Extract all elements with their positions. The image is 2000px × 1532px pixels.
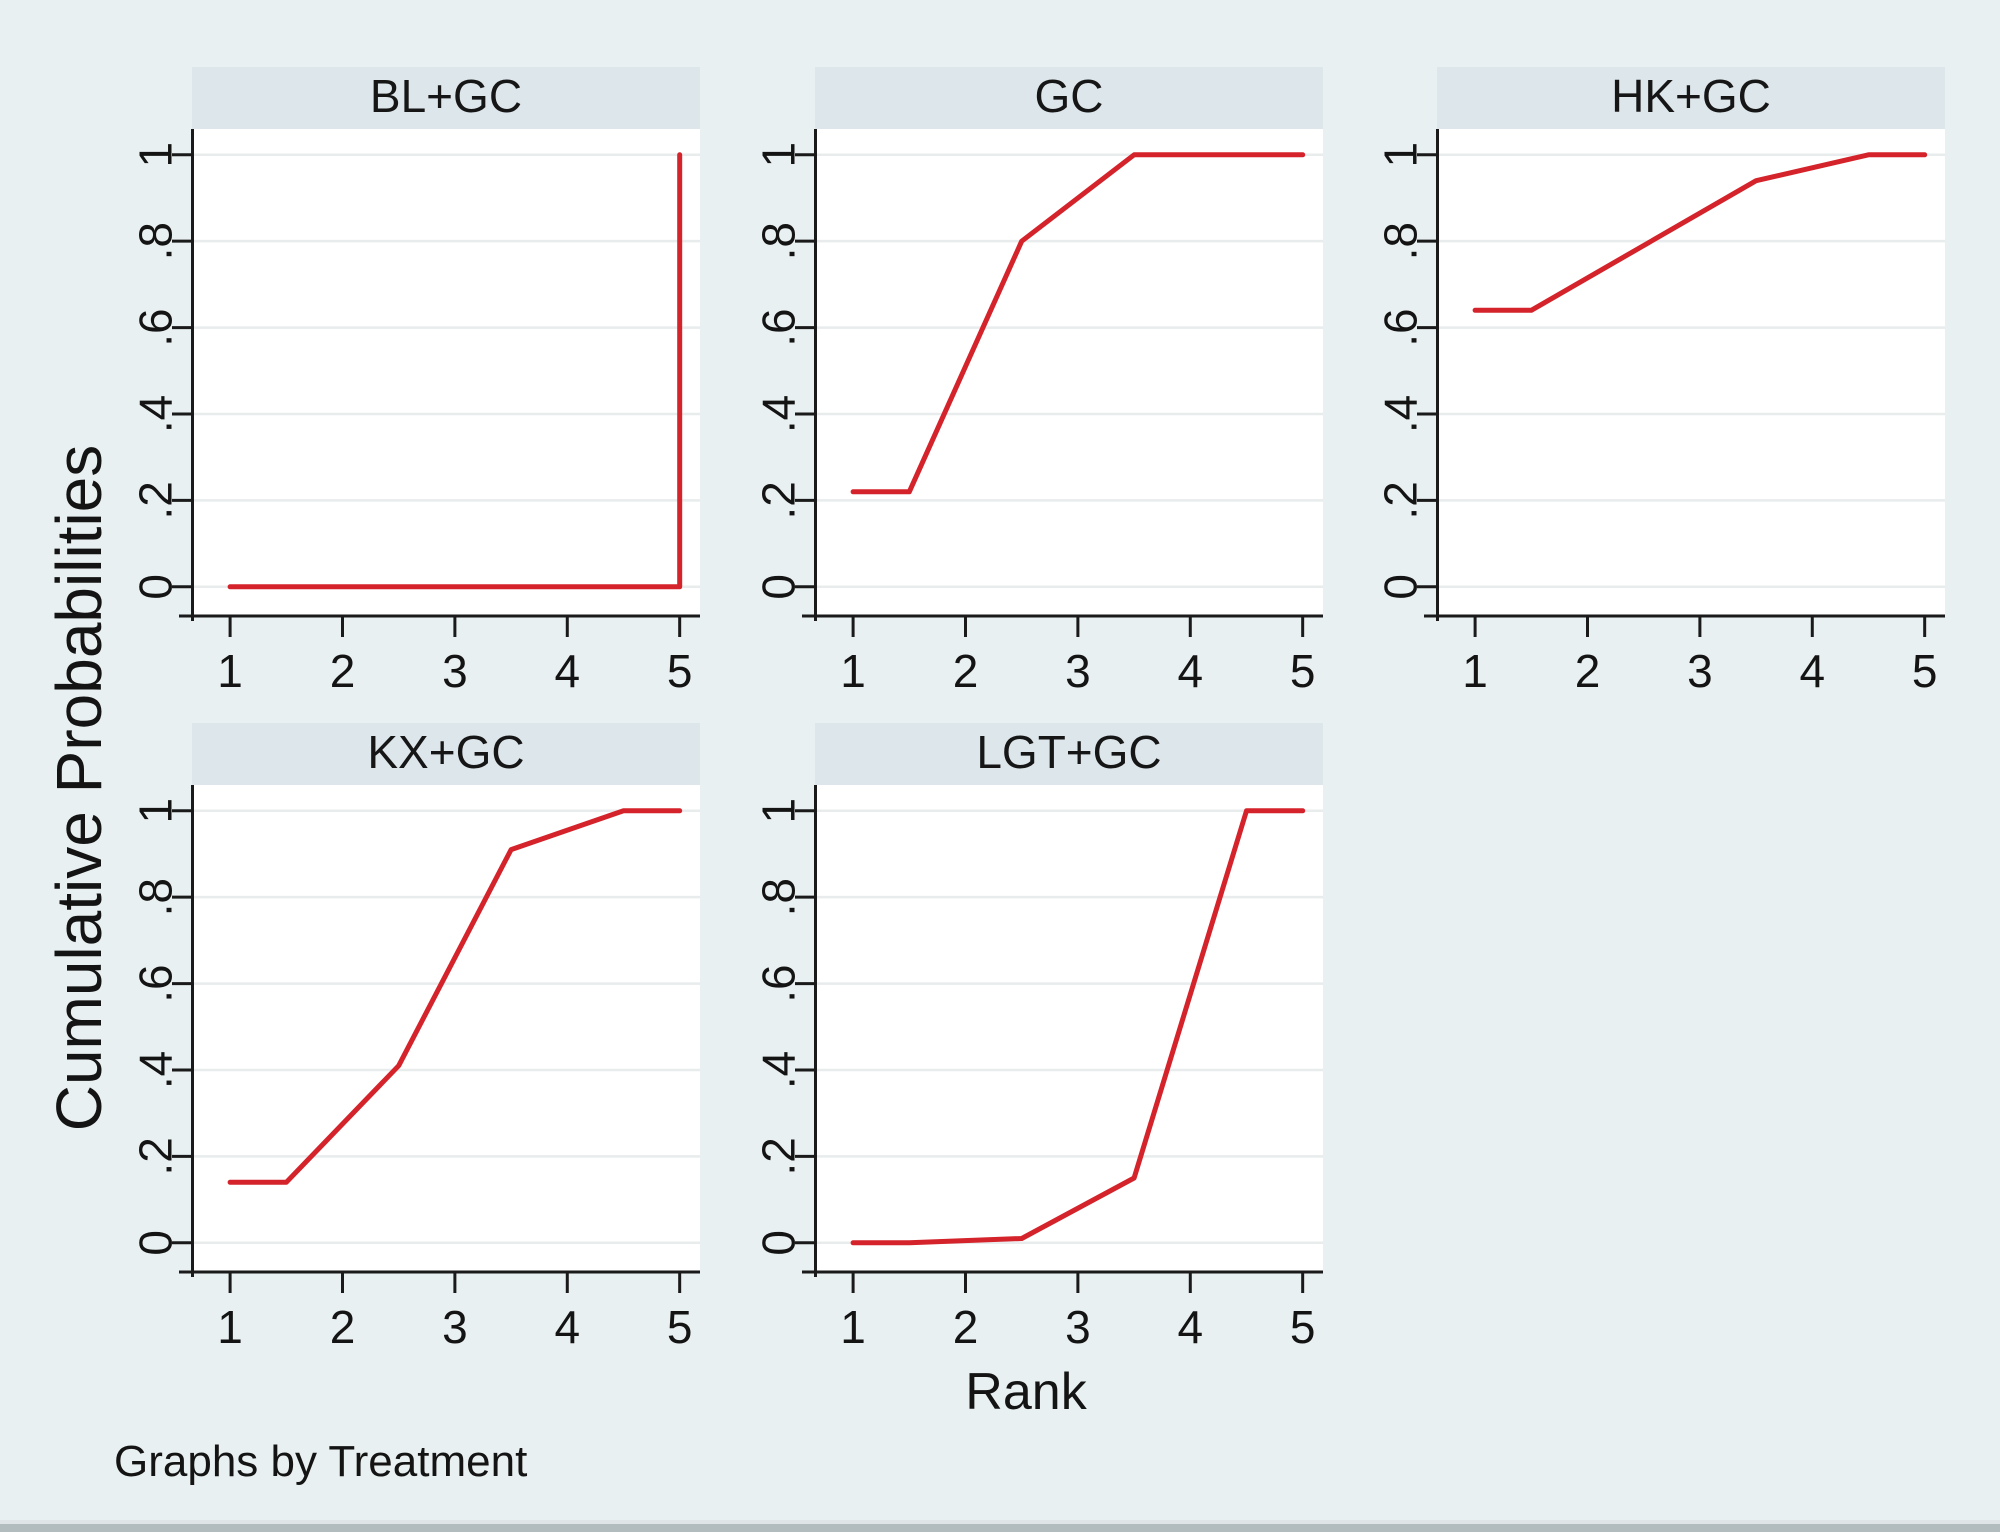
x-tick-label: 5 [667, 645, 693, 697]
x-tick-label: 1 [840, 645, 866, 697]
cumulative-probability-line [227, 808, 683, 1185]
x-tick-label: 2 [330, 1301, 356, 1353]
plot-area [192, 129, 700, 615]
y-tick-label: 1 [753, 798, 805, 824]
x-tick-label: 4 [1177, 645, 1203, 697]
title-band [192, 723, 700, 785]
panel-plot-gc: 0 .2 .4 .6 .8 1 1 2 3 4 5 GC [753, 67, 1323, 697]
plot-area [192, 785, 700, 1271]
y-tick-label: 1 [753, 142, 805, 168]
y-tick-label: .6 [1375, 308, 1427, 346]
x-tick-label: 4 [554, 645, 580, 697]
y-tick-label: 0 [753, 1230, 805, 1256]
y-tick-label: .4 [130, 1051, 182, 1089]
x-tick-label: 3 [442, 645, 468, 697]
panel-bl-gc: 0 .2 .4 .6 .8 1 1 2 3 4 5 BL+GC [117, 67, 700, 717]
x-tick-label: 5 [1912, 645, 1938, 697]
y-tick-label: .8 [130, 878, 182, 916]
x-tick-label: 2 [953, 1301, 979, 1353]
y-tick-label: 1 [130, 798, 182, 824]
y-tick-label: .6 [130, 964, 182, 1002]
y-tick-label: 0 [130, 1230, 182, 1256]
y-axis-label: Cumulative Probabilities [43, 444, 115, 1132]
panel-lgt-gc: 0 .2 .4 .6 .8 1 1 2 3 4 5 LGT+GC [740, 723, 1323, 1373]
y-tick-label: .8 [753, 878, 805, 916]
title-band [192, 67, 700, 129]
plot-area [815, 785, 1323, 1271]
panel-title: HK+GC [1611, 70, 1771, 122]
x-axis-label: Rank [965, 1363, 1087, 1421]
title-band [1437, 67, 1945, 129]
y-tick-label: .2 [753, 1137, 805, 1175]
x-tick-label: 2 [330, 645, 356, 697]
y-tick-label: 0 [130, 574, 182, 600]
y-tick-label: .2 [130, 1137, 182, 1175]
panel-title: GC [1035, 70, 1104, 122]
y-tick-label: .8 [753, 222, 805, 260]
y-tick-label: .6 [753, 964, 805, 1002]
y-tick-label: .4 [753, 1051, 805, 1089]
y-tick-label: .2 [753, 481, 805, 519]
x-tick-label: 4 [1799, 645, 1825, 697]
x-tick-label: 1 [840, 1301, 866, 1353]
panel-title: LGT+GC [976, 726, 1161, 778]
panel-kx-gc: 0 .2 .4 .6 .8 1 1 2 3 4 5 KX+GC [117, 723, 700, 1373]
panel-title: BL+GC [370, 70, 522, 122]
x-tick-label: 3 [1065, 1301, 1091, 1353]
figure-note: Graphs by Treatment [114, 1437, 528, 1486]
panel-plot-hk-gc: 0 .2 .4 .6 .8 1 1 2 3 4 5 HK+GC [1375, 67, 1945, 697]
y-tick-label: .6 [753, 308, 805, 346]
bottom-border [0, 1524, 2000, 1532]
y-tick-label: 0 [1375, 574, 1427, 600]
y-tick-label: 0 [753, 574, 805, 600]
y-tick-label: 1 [1375, 142, 1427, 168]
y-tick-label: .8 [130, 222, 182, 260]
x-tick-label: 1 [1462, 645, 1488, 697]
panel-hk-gc: 0 .2 .4 .6 .8 1 1 2 3 4 5 HK+GC [1362, 67, 1945, 717]
x-tick-label: 5 [1290, 645, 1316, 697]
x-tick-label: 2 [1575, 645, 1601, 697]
y-tick-label: .2 [130, 481, 182, 519]
cumulative-probability-line [850, 808, 1306, 1246]
y-tick-label: .6 [130, 308, 182, 346]
plot-area [1437, 129, 1945, 615]
cumulative-probability-line [1472, 152, 1928, 313]
x-tick-label: 3 [1687, 645, 1713, 697]
cumulative-probability-line [227, 152, 683, 590]
panel-plot-bl-gc: 0 .2 .4 .6 .8 1 1 2 3 4 5 BL+GC [130, 67, 700, 697]
x-tick-label: 5 [1290, 1301, 1316, 1353]
x-tick-label: 4 [554, 1301, 580, 1353]
panel-plot-lgt-gc: 0 .2 .4 .6 .8 1 1 2 3 4 5 LGT+GC [753, 723, 1323, 1353]
plot-area [815, 129, 1323, 615]
bottom-border-highlight [0, 1520, 2000, 1524]
y-tick-label: .4 [130, 395, 182, 433]
x-tick-label: 3 [1065, 645, 1091, 697]
x-tick-label: 2 [953, 645, 979, 697]
title-band [815, 723, 1323, 785]
y-tick-label: .4 [753, 395, 805, 433]
x-tick-label: 1 [217, 645, 243, 697]
panel-plot-kx-gc: 0 .2 .4 .6 .8 1 1 2 3 4 5 KX+GC [130, 723, 700, 1353]
panel-gc: 0 .2 .4 .6 .8 1 1 2 3 4 5 GC [740, 67, 1323, 717]
y-tick-label: .8 [1375, 222, 1427, 260]
title-band [815, 67, 1323, 129]
x-tick-label: 3 [442, 1301, 468, 1353]
y-tick-label: 1 [130, 142, 182, 168]
x-tick-label: 4 [1177, 1301, 1203, 1353]
y-tick-label: .4 [1375, 395, 1427, 433]
panel-title: KX+GC [367, 726, 524, 778]
cumulative-probability-line [850, 152, 1306, 495]
y-tick-label: .2 [1375, 481, 1427, 519]
x-tick-label: 5 [667, 1301, 693, 1353]
x-tick-label: 1 [217, 1301, 243, 1353]
